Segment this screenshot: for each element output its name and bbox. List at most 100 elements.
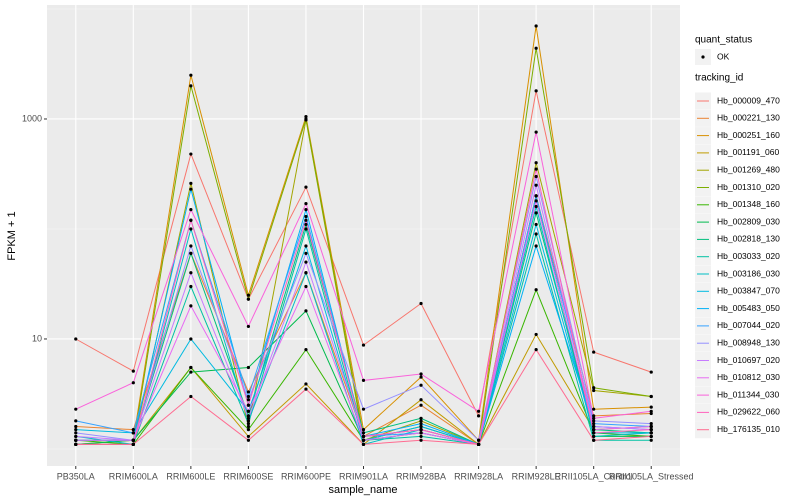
data-point bbox=[74, 431, 78, 435]
data-point bbox=[131, 369, 135, 373]
legend-label: Hb_000221_130 bbox=[717, 113, 780, 123]
x-tick-label: RRIM928LA bbox=[454, 471, 503, 481]
data-point bbox=[592, 431, 596, 435]
data-point bbox=[189, 337, 193, 341]
legend-label: OK bbox=[717, 51, 730, 61]
data-point bbox=[304, 218, 308, 222]
x-tick-label: RRIM928LE bbox=[512, 471, 561, 481]
data-point bbox=[649, 411, 653, 416]
data-point bbox=[534, 204, 538, 209]
legend-label: Hb_000251_160 bbox=[717, 130, 780, 140]
data-point bbox=[74, 442, 78, 447]
data-point bbox=[246, 427, 251, 432]
data-point bbox=[304, 348, 308, 352]
legend-label: Hb_005483_050 bbox=[717, 303, 780, 313]
data-point bbox=[361, 378, 366, 383]
data-point bbox=[131, 442, 135, 447]
data-point bbox=[592, 386, 596, 390]
data-point bbox=[189, 271, 193, 275]
data-point bbox=[592, 419, 596, 423]
data-point bbox=[189, 218, 193, 222]
data-point bbox=[304, 309, 308, 313]
x-tick-label: PB350LA bbox=[57, 471, 95, 481]
data-point bbox=[131, 431, 135, 435]
data-point bbox=[476, 442, 481, 447]
x-tick-label: RRIM901LA bbox=[339, 471, 388, 481]
data-point bbox=[649, 427, 653, 432]
data-point bbox=[419, 419, 423, 423]
data-point bbox=[419, 301, 423, 306]
legend-label: Hb_001310_020 bbox=[717, 182, 780, 192]
data-point bbox=[304, 260, 308, 264]
data-point bbox=[304, 387, 308, 391]
x-tick-label: RRII105LA_Control bbox=[555, 471, 633, 481]
data-point bbox=[246, 419, 251, 423]
data-point bbox=[74, 337, 78, 341]
data-point bbox=[534, 161, 538, 165]
data-point bbox=[534, 24, 538, 28]
legend-title: quant_status bbox=[695, 35, 752, 46]
data-point bbox=[534, 211, 538, 215]
data-point bbox=[304, 117, 308, 121]
data-point bbox=[361, 427, 366, 432]
data-point bbox=[304, 251, 308, 255]
data-point bbox=[246, 403, 251, 407]
data-point bbox=[592, 422, 596, 426]
legend-label: Hb_007044_020 bbox=[717, 320, 780, 330]
data-point bbox=[476, 409, 481, 413]
data-point bbox=[189, 208, 193, 212]
data-point bbox=[534, 348, 538, 352]
legend-label: Hb_001191_060 bbox=[717, 147, 780, 157]
data-point bbox=[534, 194, 538, 198]
data-point bbox=[246, 409, 251, 413]
data-point bbox=[246, 297, 251, 301]
y-axis-title: FPKM + 1 bbox=[6, 211, 18, 260]
data-point bbox=[246, 422, 251, 426]
data-point bbox=[592, 407, 596, 411]
data-point bbox=[649, 422, 653, 426]
data-point bbox=[419, 431, 423, 435]
data-point bbox=[189, 84, 193, 88]
data-point bbox=[246, 434, 251, 439]
data-point bbox=[592, 388, 596, 393]
data-point bbox=[534, 167, 538, 171]
legend-label: Hb_010697_020 bbox=[717, 355, 780, 365]
legend-title: tracking_id bbox=[695, 73, 743, 84]
legend-label: Hb_002818_130 bbox=[717, 234, 780, 244]
data-point bbox=[419, 427, 423, 432]
data-point bbox=[534, 332, 538, 337]
legend-label: Hb_010812_030 bbox=[717, 372, 780, 382]
data-point bbox=[592, 350, 596, 354]
data-point bbox=[361, 438, 366, 442]
x-tick-label: RRII105LA_Stressed bbox=[609, 471, 694, 481]
data-point bbox=[189, 304, 193, 308]
data-point bbox=[189, 365, 193, 370]
data-point bbox=[534, 199, 538, 203]
legend-label: Hb_001269_480 bbox=[717, 164, 780, 174]
data-point bbox=[189, 73, 193, 77]
legend-point bbox=[701, 55, 705, 59]
data-point bbox=[419, 422, 423, 426]
data-point bbox=[246, 398, 251, 402]
data-point bbox=[419, 398, 423, 402]
data-point bbox=[246, 390, 251, 394]
data-point bbox=[476, 414, 481, 418]
data-point bbox=[361, 343, 366, 347]
data-point bbox=[534, 89, 538, 93]
data-point bbox=[592, 424, 596, 429]
data-point bbox=[189, 370, 193, 374]
legend-label: Hb_003186_030 bbox=[717, 268, 780, 278]
data-point bbox=[246, 365, 251, 370]
data-point bbox=[189, 187, 193, 191]
data-point bbox=[592, 416, 596, 420]
data-point bbox=[361, 434, 366, 439]
data-point bbox=[304, 202, 308, 206]
data-point bbox=[534, 244, 538, 248]
data-point bbox=[649, 394, 653, 399]
data-point bbox=[304, 382, 308, 386]
data-point bbox=[419, 375, 423, 379]
data-point bbox=[304, 214, 308, 219]
data-point bbox=[304, 208, 308, 212]
